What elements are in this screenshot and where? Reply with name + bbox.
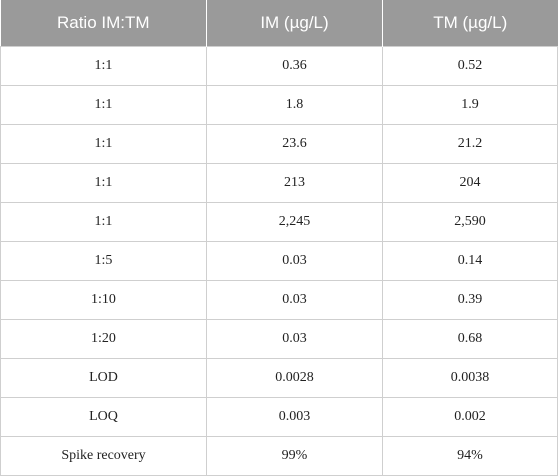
table-row: 1:5 0.03 0.14 [0,241,558,281]
cell-ratio: 1:1 [0,202,207,242]
cell-ratio: 1:1 [0,85,207,125]
header-row: Ratio IM:TM IM (µg/L) TM (µg/L) [0,0,558,47]
table-row: 1:20 0.03 0.68 [0,319,558,359]
table-body: 1:1 0.36 0.52 1:1 1.8 1.9 1:1 23.6 21.2 … [0,46,558,476]
cell-tm: 94% [382,436,558,476]
cell-tm: 204 [382,163,558,203]
cell-im: 23.6 [206,124,383,164]
cell-im: 0.03 [206,319,383,359]
cell-im: 0.0028 [206,358,383,398]
cell-ratio: 1:1 [0,46,207,86]
cell-tm: 0.0038 [382,358,558,398]
cell-im: 0.03 [206,241,383,281]
header-im: IM (µg/L) [206,0,383,47]
table-row: 1:1 2,245 2,590 [0,202,558,242]
cell-im: 99% [206,436,383,476]
cell-ratio: 1:5 [0,241,207,281]
cell-ratio: 1:20 [0,319,207,359]
cell-ratio: LOQ [0,397,207,437]
cell-tm: 1.9 [382,85,558,125]
cell-im: 0.36 [206,46,383,86]
table-row: 1:1 213 204 [0,163,558,203]
table-row: 1:1 0.36 0.52 [0,46,558,86]
cell-tm: 0.002 [382,397,558,437]
cell-tm: 2,590 [382,202,558,242]
cell-tm: 0.14 [382,241,558,281]
cell-tm: 0.52 [382,46,558,86]
table-row: LOQ 0.003 0.002 [0,397,558,437]
cell-im: 1.8 [206,85,383,125]
cell-im: 0.003 [206,397,383,437]
cell-im: 0.03 [206,280,383,320]
cell-tm: 0.39 [382,280,558,320]
cell-tm: 0.68 [382,319,558,359]
cell-ratio: 1:1 [0,163,207,203]
cell-im: 213 [206,163,383,203]
table-row: 1:1 23.6 21.2 [0,124,558,164]
cell-ratio: 1:1 [0,124,207,164]
header-ratio: Ratio IM:TM [0,0,207,47]
cell-ratio: LOD [0,358,207,398]
header-tm: TM (µg/L) [382,0,558,47]
table-row: Spike recovery 99% 94% [0,436,558,476]
cell-ratio: Spike recovery [0,436,207,476]
cell-im: 2,245 [206,202,383,242]
table-row: 1:1 1.8 1.9 [0,85,558,125]
cell-ratio: 1:10 [0,280,207,320]
table-header: Ratio IM:TM IM (µg/L) TM (µg/L) [0,0,558,47]
table-row: LOD 0.0028 0.0038 [0,358,558,398]
cell-tm: 21.2 [382,124,558,164]
table-row: 1:10 0.03 0.39 [0,280,558,320]
